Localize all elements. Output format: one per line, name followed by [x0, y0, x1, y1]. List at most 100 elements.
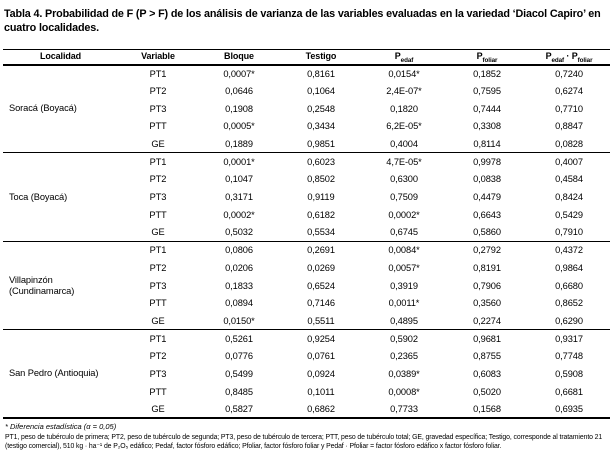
value-cell: 0,5827	[225, 403, 253, 414]
value-cell: 0,6524	[307, 280, 335, 291]
locality-cell: Soracá (Boyacá)	[9, 103, 77, 114]
column-header-p-foliar: Pfoliar	[446, 49, 528, 66]
column-header-localidad: Localidad	[3, 49, 118, 66]
variable-cell: PT1	[149, 333, 167, 344]
value-cell: 0,2365	[390, 351, 418, 362]
value-cell: 0,6290	[555, 315, 583, 326]
value-cell: 0,0008*	[388, 386, 420, 397]
anova-table: Localidad Variable Bloque Testigo Pedaf …	[3, 49, 610, 420]
value-cell: 0,3919	[390, 280, 418, 291]
header-row: Localidad Variable Bloque Testigo Pedaf …	[3, 49, 610, 66]
value-cell: 0,1908	[225, 103, 253, 114]
value-cell: 0,7748	[555, 351, 583, 362]
value-cell: 0,0084*	[388, 245, 420, 256]
variable-cell: PTT	[149, 209, 167, 220]
value-cell: 0,3434	[307, 121, 335, 132]
value-cell: 0,9681	[473, 333, 501, 344]
table-title: Tabla 4. Probabilidad de F (P > F) de lo…	[4, 8, 601, 34]
table-row: PT2 0,0776 0,0761 0,2365 0,8755 0,7748	[3, 348, 610, 366]
value-cell: 0,4004	[390, 138, 418, 149]
table-row: PTT 0,0894 0,7146 0,0011* 0,3560 0,8652	[3, 294, 610, 312]
value-cell: 0,3560	[473, 298, 501, 309]
value-cell: 0,0002*	[388, 209, 420, 220]
value-cell: 4,7E-05*	[386, 157, 422, 168]
table-row: PTT 0,0005* 0,3434 6,2E-05* 0,3308 0,8847	[3, 118, 610, 136]
value-cell: 2,4E-07*	[386, 86, 422, 97]
value-cell: 0,0269	[307, 262, 335, 273]
value-cell: 0,3171	[225, 192, 253, 203]
value-cell: 0,7906	[473, 280, 501, 291]
table-row: PT3 0,5499 0,0924 0,0389* 0,6083 0,5908	[3, 365, 610, 383]
value-cell: 0,7146	[307, 298, 335, 309]
value-cell: 0,7509	[390, 192, 418, 203]
value-cell: 0,1568	[473, 403, 501, 414]
variable-cell: GE	[151, 138, 165, 149]
table-row: PT2 0,0646 0,1064 2,4E-07* 0,7595 0,6274	[3, 82, 610, 100]
table-row: Toca (Boyacá) PT1 0,0001* 0,6023 4,7E-05* 0,9…	[3, 153, 610, 202]
variable-cell: PT2	[149, 351, 167, 362]
value-cell: 0,6083	[473, 369, 501, 380]
value-cell: 0,6862	[307, 403, 335, 414]
variable-cell: PT1	[149, 245, 167, 256]
variable-cell: GE	[151, 315, 165, 326]
value-cell: 0,0776	[225, 351, 253, 362]
value-cell: 0,1833	[225, 280, 253, 291]
table-row: PT3 0,1908 0,2548 0,1820 0,7444 0,7710	[3, 100, 610, 118]
variable-cell: PT2	[149, 174, 167, 185]
value-cell: 0,6274	[555, 86, 583, 97]
value-cell: 0,6681	[555, 386, 583, 397]
variable-cell: PT2	[149, 262, 167, 273]
table-row: Soracá (Boyacá) PT1 0,0007* 0,8161 0,0154* 0,…	[3, 65, 610, 114]
value-cell: 0,1889	[225, 138, 253, 149]
locality-group: Villapinzón (Cundinamarca) PT1 0,0806 0,269…	[3, 241, 610, 329]
value-cell: 0,0806	[225, 245, 253, 256]
value-cell: 0,9978	[473, 157, 501, 168]
value-cell: 0,4479	[473, 192, 501, 203]
value-cell: 0,5534	[307, 227, 335, 238]
value-cell: 0,8485	[225, 386, 253, 397]
value-cell: 0,6745	[390, 227, 418, 238]
column-header-testigo: Testigo	[280, 49, 362, 66]
table-row: PT2 0,1047 0,8502 0,6300 0,0838 0,4584	[3, 171, 610, 189]
value-cell: 0,9864	[555, 262, 583, 273]
value-cell: 0,9254	[307, 333, 335, 344]
value-cell: 0,6643	[473, 209, 501, 220]
value-cell: 0,0828	[555, 138, 583, 149]
value-cell: 0,2548	[307, 103, 335, 114]
value-cell: 0,2792	[473, 245, 501, 256]
value-cell: 0,6182	[307, 209, 335, 220]
value-cell: 0,1011	[307, 386, 335, 397]
abbreviations-footnote: PT1, peso de tubérculo de primera; PT2, …	[5, 434, 603, 451]
value-cell: 0,0005*	[223, 121, 255, 132]
value-cell: 0,8652	[555, 298, 583, 309]
locality-cell: Toca (Boyacá)	[9, 191, 68, 202]
value-cell: 0,0002*	[223, 209, 255, 220]
value-cell: 0,0761	[307, 351, 335, 362]
column-header-p-interaction: Pedaf · Pfoliar	[528, 49, 610, 66]
value-cell: 0,4895	[390, 315, 418, 326]
value-cell: 0,7595	[473, 86, 501, 97]
value-cell: 0,1852	[473, 68, 501, 79]
significance-footnote: * Diferencia estadística (α = 0,05)	[5, 422, 117, 432]
value-cell: 0,0389*	[388, 369, 420, 380]
value-cell: 0,5908	[555, 369, 583, 380]
variable-cell: PT3	[149, 369, 167, 380]
value-cell: 0,3308	[473, 121, 501, 132]
locality-group: Soracá (Boyacá) PT1 0,0007* 0,8161 0,0154* 0,…	[3, 64, 610, 153]
table-row: GE 0,5827 0,6862 0,7733 0,1568 0,6935	[3, 401, 610, 419]
value-cell: 0,0001*	[223, 157, 255, 168]
value-cell: 0,5261	[225, 333, 253, 344]
value-cell: 0,9317	[555, 333, 583, 344]
variable-cell: PTT	[149, 298, 167, 309]
variable-cell: PTT	[149, 386, 167, 397]
value-cell: 0,8847	[555, 121, 583, 132]
table-row: PT3 0,1833 0,6524 0,3919 0,7906 0,6680	[3, 277, 610, 295]
value-cell: 0,1064	[307, 86, 335, 97]
locality-cell: San Pedro (Antioquia)	[9, 368, 99, 379]
variable-cell: GE	[151, 403, 165, 414]
value-cell: 0,1047	[225, 174, 253, 185]
value-cell: 0,6023	[307, 157, 335, 168]
variable-cell: GE	[151, 227, 165, 238]
table-row: GE 0,5032 0,5534 0,6745 0,5860 0,7910	[3, 224, 610, 242]
